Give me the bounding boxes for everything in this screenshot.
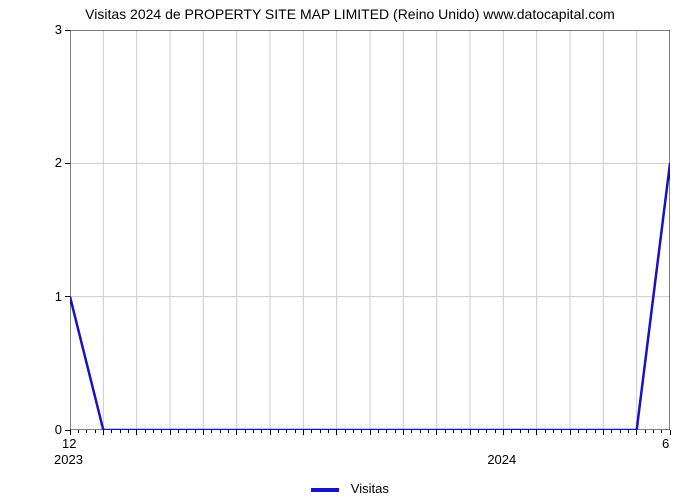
x-minor-tick [145,430,146,433]
x-major-tick [636,430,637,435]
x-minor-tick [86,430,87,433]
x-minor-tick [211,430,212,433]
x-minor-tick [345,430,346,433]
x-minor-tick [286,430,287,433]
x-minor-tick [486,430,487,433]
x-tick-label: 6 [662,436,669,451]
x-major-tick [336,430,337,435]
y-major-tick [65,163,70,164]
x-minor-tick [611,430,612,433]
x-minor-tick [95,430,96,433]
x-major-tick [670,430,671,435]
x-minor-tick [195,430,196,433]
x-minor-tick [578,430,579,433]
x-major-tick [536,430,537,435]
x-major-tick [503,430,504,435]
x-minor-tick [661,430,662,433]
x-minor-tick [561,430,562,433]
x-major-tick [236,430,237,435]
x-minor-tick [653,430,654,433]
x-sub-label: 2024 [487,452,516,467]
x-minor-tick [411,430,412,433]
x-major-tick [303,430,304,435]
x-minor-tick [361,430,362,433]
x-minor-tick [553,430,554,433]
x-minor-tick [161,430,162,433]
x-minor-tick [386,430,387,433]
x-minor-tick [478,430,479,433]
x-minor-tick [511,430,512,433]
x-minor-tick [595,430,596,433]
y-major-tick [65,430,70,431]
x-minor-tick [528,430,529,433]
x-tick-label: 12 [62,436,76,451]
x-minor-tick [278,430,279,433]
x-minor-tick [228,430,229,433]
legend-swatch [311,488,339,492]
x-minor-tick [586,430,587,433]
x-major-tick [470,430,471,435]
chart-container: Visitas 2024 de PROPERTY SITE MAP LIMITE… [0,0,700,500]
x-sub-label: 2023 [54,452,83,467]
legend: Visitas [0,481,700,496]
x-minor-tick [245,430,246,433]
x-minor-tick [120,430,121,433]
x-minor-tick [495,430,496,433]
x-minor-tick [378,430,379,433]
x-major-tick [170,430,171,435]
x-minor-tick [153,430,154,433]
chart-title: Visitas 2024 de PROPERTY SITE MAP LIMITE… [0,6,700,22]
x-minor-tick [545,430,546,433]
x-minor-tick [253,430,254,433]
x-minor-tick [128,430,129,433]
x-major-tick [103,430,104,435]
x-minor-tick [520,430,521,433]
x-major-tick [370,430,371,435]
x-minor-tick [178,430,179,433]
x-minor-tick [445,430,446,433]
y-tick-label: 1 [55,289,62,304]
x-major-tick [70,430,71,435]
y-tick-label: 0 [55,422,62,437]
x-minor-tick [620,430,621,433]
x-minor-tick [311,430,312,433]
x-major-tick [403,430,404,435]
x-minor-tick [78,430,79,433]
y-major-tick [65,296,70,297]
y-major-tick [65,30,70,31]
x-minor-tick [328,430,329,433]
x-minor-tick [420,430,421,433]
plot-area [70,30,670,430]
legend-label: Visitas [351,481,389,496]
x-minor-tick [453,430,454,433]
x-minor-tick [353,430,354,433]
x-major-tick [270,430,271,435]
x-minor-tick [628,430,629,433]
y-tick-label: 3 [55,22,62,37]
x-major-tick [603,430,604,435]
x-minor-tick [186,430,187,433]
x-major-tick [570,430,571,435]
x-major-tick [436,430,437,435]
x-minor-tick [320,430,321,433]
x-minor-tick [111,430,112,433]
x-minor-tick [428,430,429,433]
x-minor-tick [645,430,646,433]
x-minor-tick [461,430,462,433]
y-tick-label: 2 [55,155,62,170]
x-minor-tick [295,430,296,433]
x-minor-tick [261,430,262,433]
plot-svg [70,30,670,430]
x-minor-tick [220,430,221,433]
x-major-tick [136,430,137,435]
x-major-tick [203,430,204,435]
x-minor-tick [395,430,396,433]
